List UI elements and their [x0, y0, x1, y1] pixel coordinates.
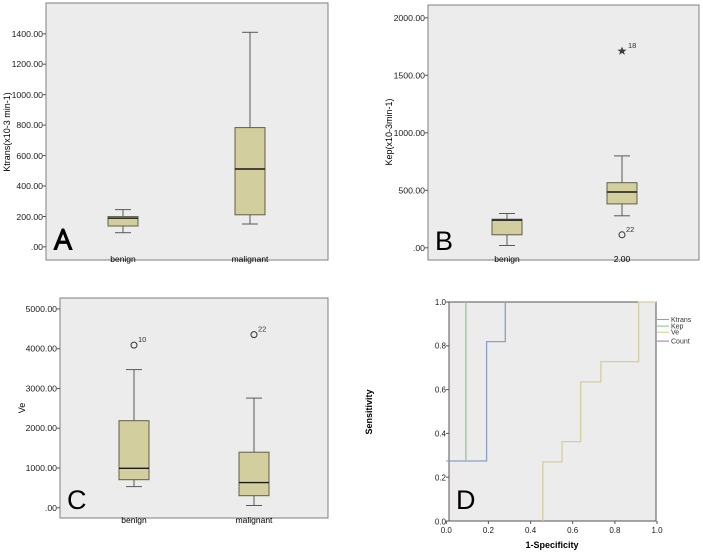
svg-text:400.00: 400.00: [16, 181, 43, 191]
svg-text:2000.00: 2000.00: [26, 423, 58, 433]
svg-text:1000.00: 1000.00: [394, 128, 426, 138]
svg-text:0.8: 0.8: [435, 342, 447, 351]
svg-text:benign: benign: [110, 254, 136, 264]
svg-text:0.6: 0.6: [435, 386, 447, 395]
svg-text:10: 10: [138, 335, 146, 344]
svg-text:22: 22: [626, 225, 634, 234]
svg-text:1-Specificity: 1-Specificity: [525, 540, 578, 550]
svg-text:Ve: Ve: [671, 330, 679, 337]
svg-text:.00: .00: [31, 242, 43, 252]
svg-text:3000.00: 3000.00: [26, 384, 58, 394]
svg-text:2.00: 2.00: [614, 254, 631, 264]
svg-text:D: D: [456, 485, 476, 515]
svg-text:4000.00: 4000.00: [26, 344, 58, 354]
svg-text:800.00: 800.00: [16, 120, 43, 130]
svg-text:1500.00: 1500.00: [394, 70, 426, 80]
svg-text:18: 18: [628, 41, 636, 50]
svg-text:Kep(x10-3min-1): Kep(x10-3min-1): [384, 98, 394, 165]
svg-text:0.6: 0.6: [567, 526, 579, 535]
svg-text:B: B: [435, 226, 453, 256]
svg-text:1.0: 1.0: [435, 298, 447, 307]
svg-text:1.0: 1.0: [651, 526, 663, 535]
svg-text:5000.00: 5000.00: [26, 304, 58, 314]
svg-text:500.00: 500.00: [398, 185, 425, 195]
svg-text:0.4: 0.4: [435, 430, 447, 439]
svg-text:600.00: 600.00: [16, 151, 43, 161]
svg-text:C: C: [67, 485, 87, 515]
svg-text:0.0: 0.0: [441, 526, 453, 535]
svg-text:Count: Count: [671, 338, 690, 345]
svg-text:Ktrans(x10-3 min-1): Ktrans(x10-3 min-1): [2, 92, 12, 172]
svg-text:1400.00: 1400.00: [12, 29, 44, 39]
svg-text:Ve: Ve: [17, 403, 27, 414]
svg-text:.00: .00: [45, 503, 57, 513]
svg-text:0.2: 0.2: [483, 526, 495, 535]
svg-text:malignant: malignant: [236, 515, 273, 525]
svg-text:.00: .00: [413, 243, 425, 253]
svg-text:Sensitivity: Sensitivity: [364, 389, 374, 434]
svg-text:1000.00: 1000.00: [26, 463, 58, 473]
svg-text:2000.00: 2000.00: [394, 13, 426, 23]
svg-text:0.4: 0.4: [525, 526, 537, 535]
svg-text:0.2: 0.2: [435, 474, 447, 483]
svg-text:0.8: 0.8: [609, 526, 621, 535]
svg-text:benign: benign: [121, 515, 147, 525]
svg-text:malignant: malignant: [232, 254, 269, 264]
svg-text:22: 22: [258, 325, 266, 334]
svg-text:1000.00: 1000.00: [12, 90, 44, 100]
svg-text:1200.00: 1200.00: [12, 59, 44, 69]
svg-text:200.00: 200.00: [16, 212, 43, 222]
svg-text:benign: benign: [494, 254, 520, 264]
